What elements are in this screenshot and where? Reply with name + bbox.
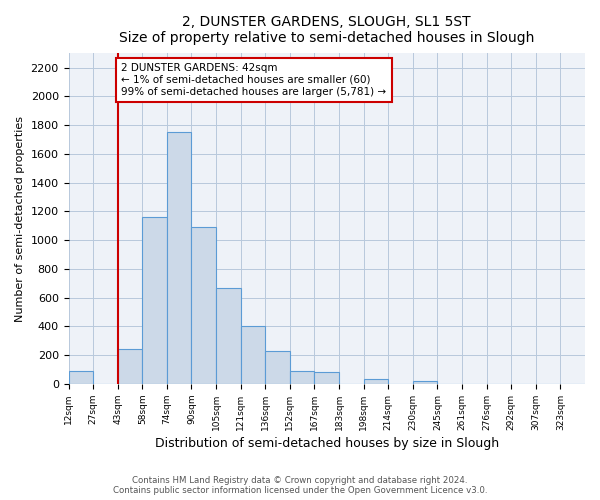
Y-axis label: Number of semi-detached properties: Number of semi-detached properties [15,116,25,322]
Bar [241,326,265,384]
Bar [265,351,290,384]
Bar [68,371,93,384]
Bar [191,228,216,384]
Bar [142,217,167,384]
Title: 2, DUNSTER GARDENS, SLOUGH, SL1 5ST
Size of property relative to semi-detached h: 2, DUNSTER GARDENS, SLOUGH, SL1 5ST Size… [119,15,535,45]
Bar [413,381,437,384]
Text: Contains HM Land Registry data © Crown copyright and database right 2024.
Contai: Contains HM Land Registry data © Crown c… [113,476,487,495]
Bar [118,350,142,384]
Bar [364,379,388,384]
Bar [216,288,241,384]
Bar [290,371,314,384]
Bar [167,132,191,384]
Bar [314,372,339,384]
X-axis label: Distribution of semi-detached houses by size in Slough: Distribution of semi-detached houses by … [155,437,499,450]
Text: 2 DUNSTER GARDENS: 42sqm
← 1% of semi-detached houses are smaller (60)
99% of se: 2 DUNSTER GARDENS: 42sqm ← 1% of semi-de… [121,64,386,96]
